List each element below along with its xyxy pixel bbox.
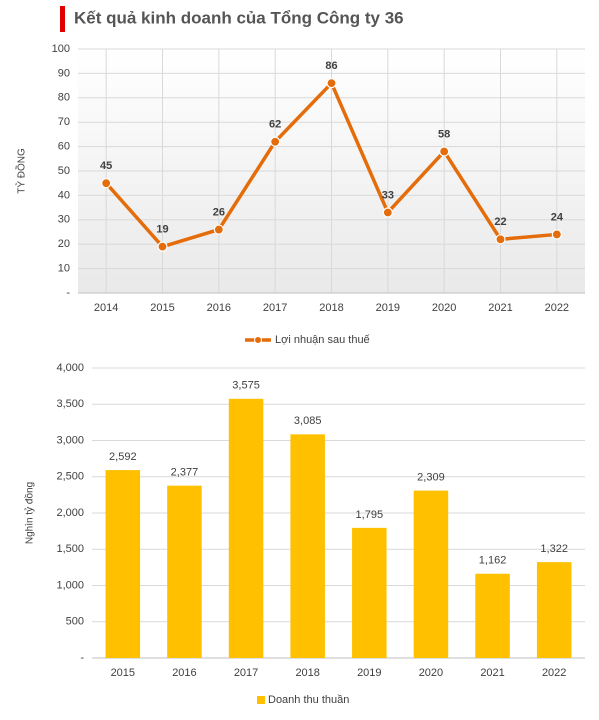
value-label: 2,592 [109,451,137,463]
legend-swatch [257,696,265,704]
x-tick-label: 2015 [111,667,135,679]
value-label: 26 [213,206,225,218]
marker [213,224,224,235]
x-tick-label: 2020 [419,667,443,679]
y-tick-label: 1,500 [56,543,84,555]
y-tick-label: 70 [58,116,70,128]
x-tick-label: 2022 [542,667,566,679]
value-label: 22 [494,216,506,228]
y-axis-label: Nghìn tỷ đồng [24,482,36,544]
x-tick-label: 2021 [480,667,504,679]
y-tick-label: 3,000 [56,434,84,446]
y-tick-label: 50 [58,165,70,177]
y-tick-label: 20 [58,238,70,250]
y-tick-label: 1,000 [56,579,84,591]
value-label: 1,162 [479,555,507,567]
bar [475,573,510,658]
x-tick-label: 2019 [357,667,381,679]
marker [382,207,393,218]
x-tick-label: 2020 [432,302,456,314]
x-tick-label: 2021 [488,302,512,314]
x-tick-label: 2017 [234,667,258,679]
legend-marker [254,336,262,344]
bar [352,527,387,658]
marker [157,241,168,252]
value-label: 19 [156,224,168,236]
value-label: 1,795 [356,509,384,521]
y-tick-label: 40 [58,189,70,201]
x-tick-label: 2017 [263,302,287,314]
x-tick-label: 2015 [150,302,174,314]
bar [167,485,202,658]
y-tick-label: 2,500 [56,471,84,483]
value-label: 86 [325,60,337,72]
x-tick-label: 2014 [94,302,118,314]
y-tick-label: 3,500 [56,398,84,410]
value-label: 24 [551,211,564,223]
value-label: 3,085 [294,415,322,427]
value-label: 62 [269,119,281,131]
legend-label: Lợi nhuận sau thuế [275,334,370,346]
value-label: 3,575 [232,380,260,392]
marker [326,78,337,89]
y-tick-label: 4,000 [56,362,84,374]
bar [105,470,141,658]
x-tick-label: 2016 [207,302,231,314]
x-tick-label: 2016 [172,667,196,679]
x-tick-label: 2022 [545,302,569,314]
value-label: 58 [438,128,450,140]
y-tick-label: 80 [58,92,70,104]
x-tick-label: 2019 [376,302,400,314]
y-tick-label: 2,000 [56,507,84,519]
chart-title: Kết quả kinh doanh của Tổng Công ty 36 [74,8,404,27]
value-label: 45 [100,160,112,172]
value-label: 33 [382,189,394,201]
y-tick-label: 60 [58,141,70,153]
legend-label: Doanh thu thuần [268,694,349,706]
y-tick-label: - [80,652,84,664]
value-label: 2,377 [171,467,199,479]
bar [536,562,572,658]
y-tick-label: 10 [58,263,70,275]
marker [495,234,506,245]
bar [413,490,449,658]
marker [439,146,450,157]
marker [551,229,562,240]
value-label: 2,309 [417,472,445,484]
marker [270,136,281,147]
y-tick-label: 100 [52,43,70,55]
y-tick-label: 500 [66,616,84,628]
y-tick-label: - [66,287,70,299]
marker [101,178,112,189]
title-accent [60,6,65,32]
x-tick-label: 2018 [319,302,343,314]
x-tick-label: 2018 [295,667,319,679]
y-axis-label: TỶ ĐỒNG [15,148,28,194]
y-tick-label: 30 [58,214,70,226]
bar [290,434,325,658]
bar [228,398,264,658]
value-label: 1,322 [540,543,568,555]
y-tick-label: 90 [58,67,70,79]
